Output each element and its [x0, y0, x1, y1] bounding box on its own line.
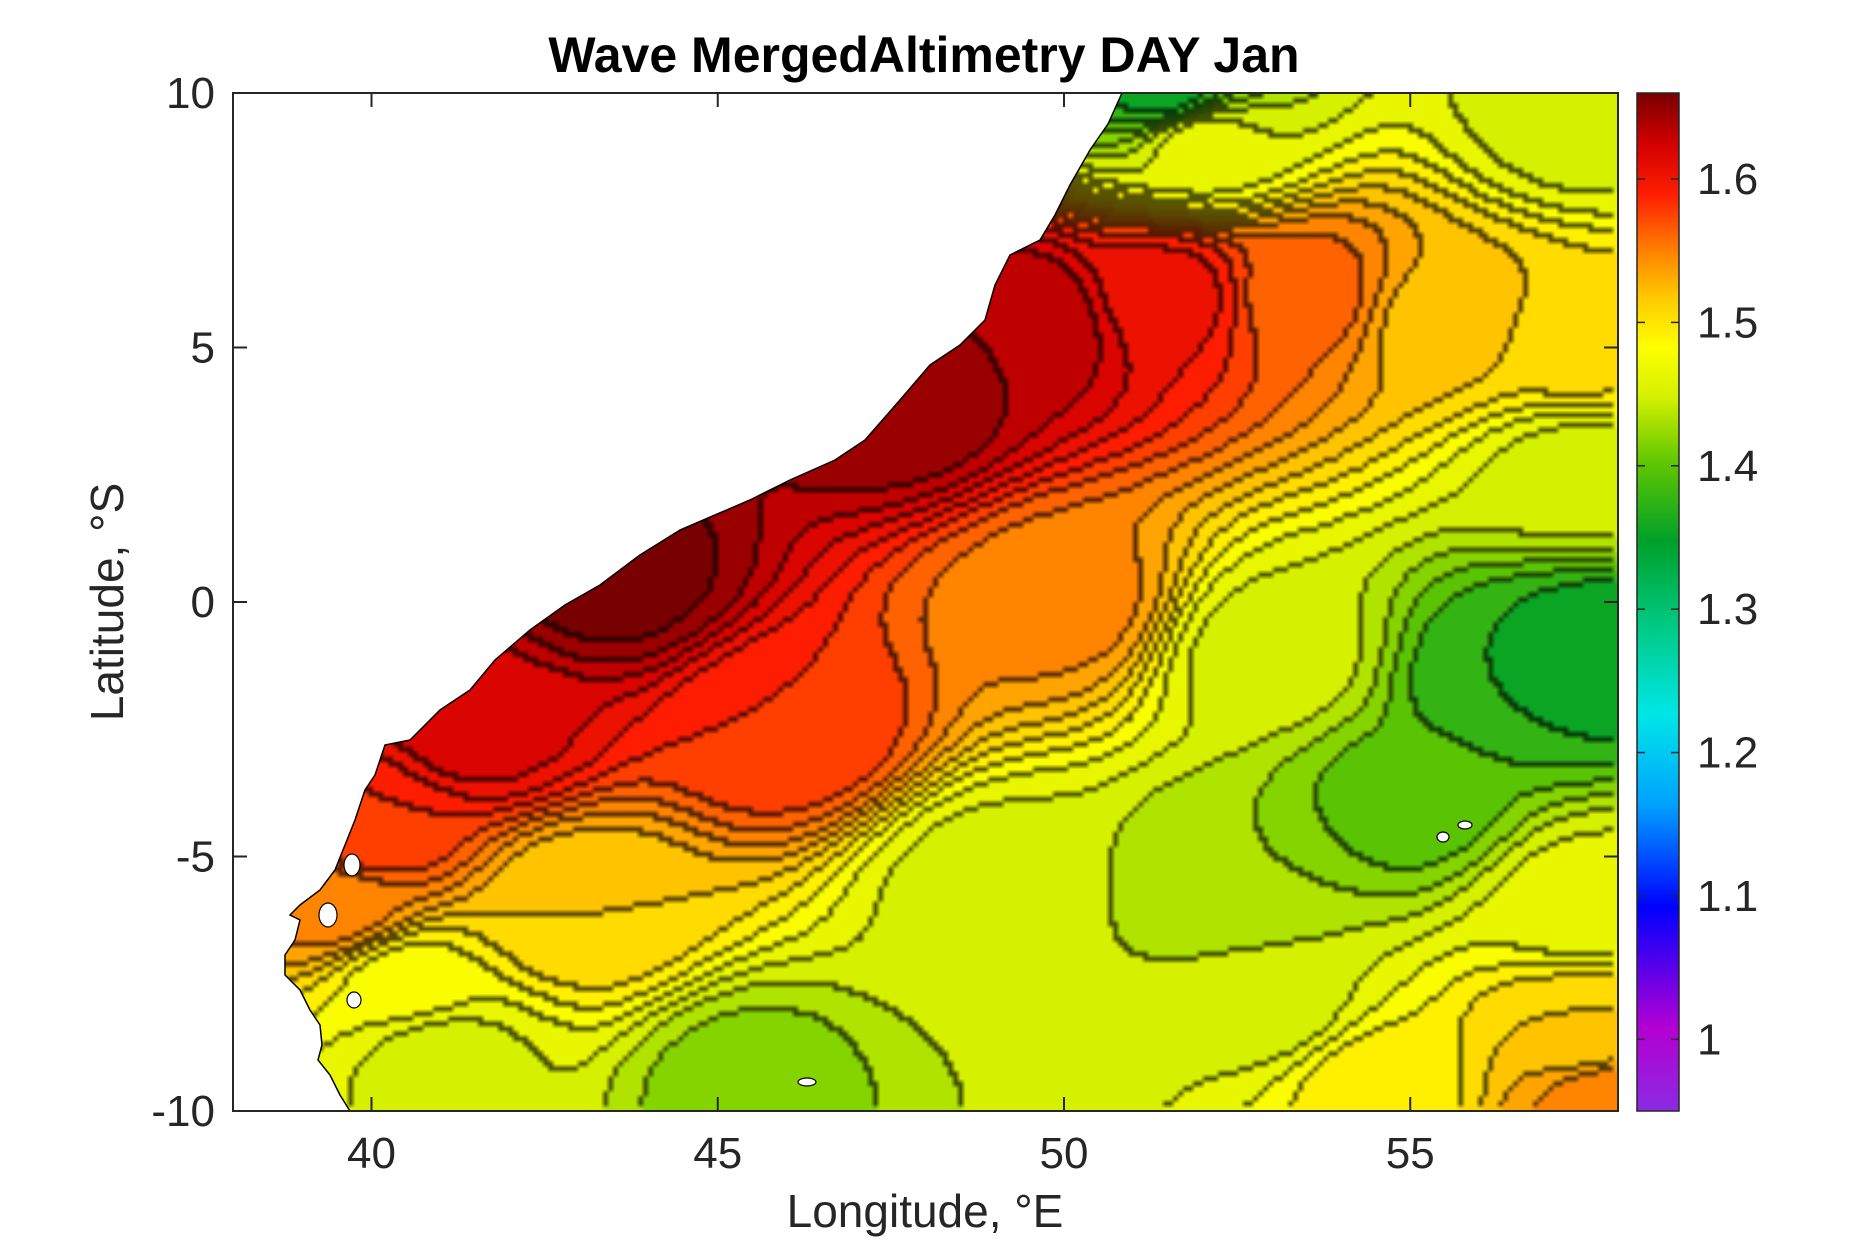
- colorbar-axis: 1 1.1 1.2 1.3 1.4 1.5 1.6: [1637, 155, 1758, 1064]
- island-outline: [1457, 820, 1473, 830]
- x-tick-label: 40: [347, 1129, 396, 1178]
- x-tick-label: 50: [1040, 1129, 1089, 1178]
- island-outline: [318, 902, 338, 928]
- colorbar-tick-label: 1.5: [1697, 298, 1758, 347]
- y-tick-label: 0: [191, 578, 215, 627]
- coastline: [284, 92, 1123, 1112]
- island-outlines: [318, 820, 1473, 1087]
- chart-title: Wave MergedAltimetry DAY Jan: [548, 27, 1299, 83]
- contour-field: [285, 93, 1618, 1111]
- island-outline: [1436, 831, 1450, 843]
- y-tick-label: 10: [166, 69, 215, 118]
- colorbar-tick-label: 1: [1697, 1015, 1721, 1064]
- y-axis-label: Latitude, °S: [81, 483, 133, 721]
- colorbar-tick-label: 1.3: [1697, 585, 1758, 634]
- colorbar-tick-label: 1.4: [1697, 442, 1758, 491]
- island-outline: [797, 1077, 817, 1087]
- x-axis: 40 45 50 55: [347, 93, 1435, 1178]
- colorbar: [1636, 92, 1680, 1112]
- island-outline: [346, 991, 362, 1009]
- x-axis-label: Longitude, °E: [787, 1185, 1064, 1237]
- y-tick-label: -10: [151, 1087, 215, 1136]
- y-tick-label: 5: [191, 324, 215, 373]
- x-tick-label: 45: [693, 1129, 742, 1178]
- colorbar-tick-label: 1.2: [1697, 729, 1758, 778]
- colorbar-tick-label: 1.1: [1697, 872, 1758, 921]
- island-outline: [343, 853, 361, 877]
- y-tick-label: -5: [176, 833, 215, 882]
- contour-field-image: [285, 93, 1618, 1111]
- colorbar-tick-label: 1.6: [1697, 155, 1758, 204]
- x-tick-label: 55: [1386, 1129, 1435, 1178]
- y-axis: -10 -5 0 5 10: [151, 69, 1618, 1136]
